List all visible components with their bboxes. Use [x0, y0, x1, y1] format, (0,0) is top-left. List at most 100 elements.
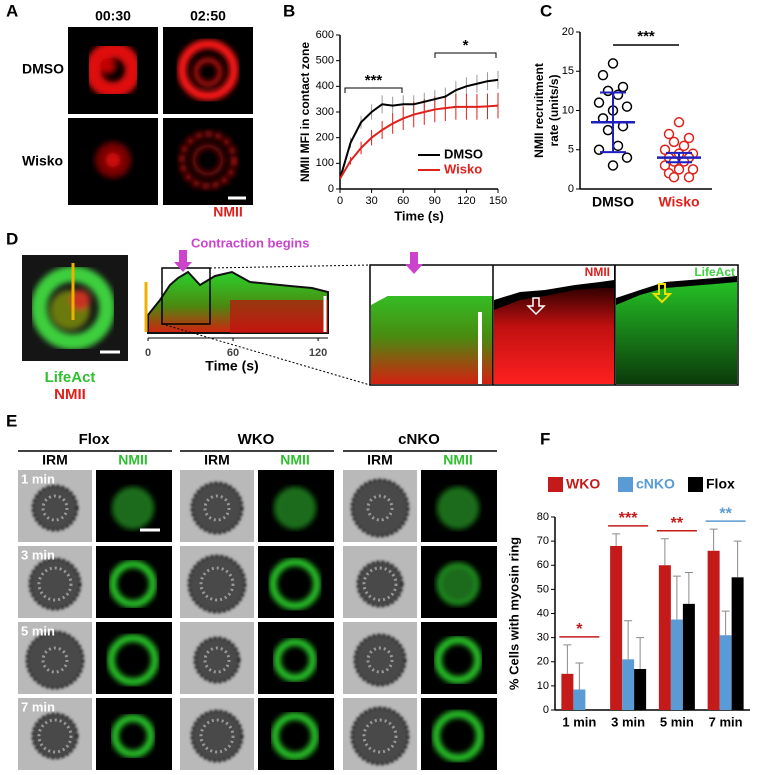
point [593, 97, 605, 108]
channel-header: IRM [42, 452, 68, 468]
panel-label: A [6, 1, 18, 20]
cell-texture [199, 718, 235, 754]
bar [634, 668, 647, 710]
nmii-signal [434, 636, 482, 684]
point [621, 101, 633, 112]
cell-texture [366, 646, 394, 674]
nmii-signal [271, 712, 319, 760]
cell [31, 484, 79, 532]
y-tick-label: 20 [537, 656, 549, 668]
point [621, 152, 633, 163]
point [683, 171, 695, 183]
cell [25, 630, 85, 690]
error-bar [660, 538, 669, 566]
x-tick-label: 90 [429, 195, 441, 207]
x-tick-label: 60 [227, 347, 239, 359]
time-label: 7 min [21, 699, 55, 714]
x-tick-label: 150 [489, 195, 507, 207]
error-bar [563, 644, 572, 674]
nmii-signal [437, 487, 479, 529]
cell-texture [37, 566, 73, 602]
cell [350, 706, 410, 766]
cell-texture [41, 646, 69, 674]
channel-header: NMII [443, 452, 473, 468]
channel-header: NMII [280, 452, 310, 468]
nmii-signal [107, 634, 159, 686]
y-tick-label: 80 [537, 511, 549, 523]
x-tick-label: 3 min [611, 714, 645, 729]
cell-texture [366, 494, 394, 522]
time-label: 1 min [21, 471, 55, 486]
legend-swatch [618, 477, 633, 492]
legend-label: DMSO [444, 146, 483, 161]
cell [28, 557, 82, 611]
point [612, 140, 624, 152]
channel-label: LifeAct [45, 369, 96, 386]
x-tick-label: 120 [309, 347, 327, 359]
cell [187, 554, 247, 614]
y-tick-label: 40 [537, 607, 549, 619]
point [597, 69, 609, 81]
cell-texture [41, 494, 69, 522]
y-axis-label: NMII recruitment [532, 63, 546, 158]
bar [561, 673, 574, 710]
bar [622, 659, 635, 710]
significance: *** [637, 28, 655, 45]
column-header: 00:30 [95, 8, 131, 24]
y-tick-label: 100 [316, 157, 334, 169]
row-label: Wisko [22, 153, 63, 169]
error-bar [666, 151, 692, 164]
bar [719, 635, 732, 710]
x-tick-label: 30 [365, 195, 377, 207]
x-tick-label: 7 min [709, 714, 743, 729]
group-header: Flox [79, 431, 110, 448]
y-tick-label: 60 [537, 559, 549, 571]
error-bar [575, 662, 584, 690]
nmii-signal [437, 563, 479, 605]
significance: * [576, 621, 583, 638]
nmii-image [96, 698, 172, 770]
point [683, 132, 695, 144]
legend-swatch [688, 477, 703, 492]
nmii-signal [111, 714, 155, 758]
bar [682, 603, 695, 710]
nmii-signal [273, 638, 317, 682]
y-tick-label: 300 [316, 106, 334, 118]
significance: ** [671, 515, 684, 532]
error-bar [612, 533, 621, 546]
y-tick-label: 0 [543, 704, 549, 716]
point [673, 164, 685, 175]
cell [190, 709, 244, 763]
nmii-signal [432, 710, 484, 762]
y-tick-label: 15 [562, 65, 574, 77]
nmii-signal [109, 560, 157, 608]
point [678, 140, 690, 152]
error-bar [672, 575, 681, 620]
cell-texture [362, 566, 398, 602]
y-tick-label: 5 [568, 144, 574, 156]
nmii-signal [112, 487, 154, 529]
cell-texture [203, 494, 231, 522]
bar [573, 689, 586, 710]
panel-label: D [6, 229, 18, 248]
bar [658, 565, 671, 710]
legend-label: cNKO [636, 476, 675, 492]
time-label: 5 min [21, 623, 55, 638]
legend-label: Wisko [444, 161, 482, 176]
y-tick-label: 500 [316, 55, 334, 67]
y-tick-label: 400 [316, 80, 334, 92]
error-bar [600, 91, 626, 154]
error-bar [709, 528, 718, 551]
cell [31, 712, 79, 760]
y-tick-label: 0 [568, 183, 574, 195]
panel-label: F [540, 429, 550, 448]
nmii-signal [274, 487, 316, 529]
x-tick-label: 1 min [562, 714, 596, 729]
cell [356, 560, 404, 608]
inset-label: NMII [585, 265, 610, 279]
point [607, 160, 619, 171]
group-header: WKO [238, 431, 275, 448]
channel-header: IRM [367, 452, 393, 468]
